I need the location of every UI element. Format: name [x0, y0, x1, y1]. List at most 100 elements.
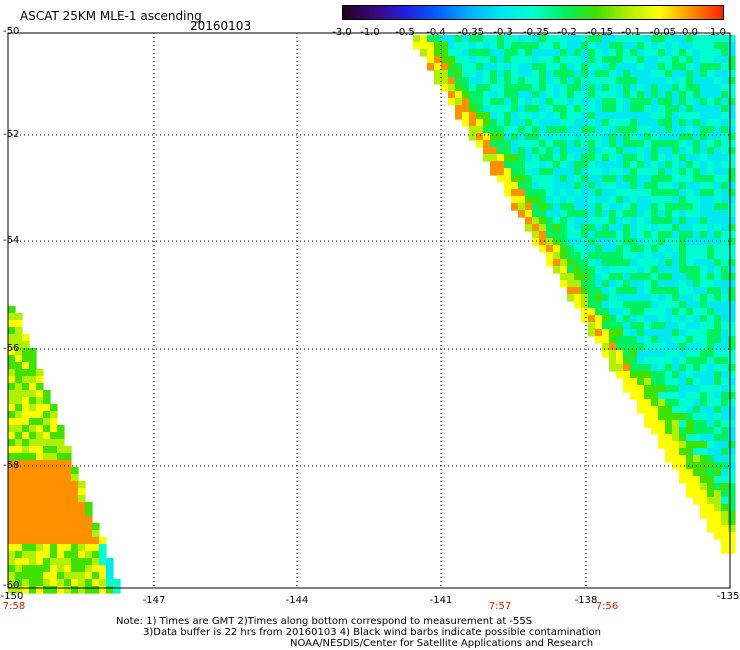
- swath-cell: [693, 441, 701, 449]
- swath-cell: [609, 217, 617, 225]
- swath-cell: [553, 112, 561, 120]
- swath-cell: [679, 294, 687, 302]
- swath-cell: [630, 203, 638, 211]
- swath-cell: [539, 196, 547, 204]
- swath-cell: [700, 322, 708, 330]
- swath-cell: [71, 495, 79, 503]
- swath-cell: [623, 238, 631, 246]
- swath-cell: [728, 490, 736, 498]
- swath-cell: [658, 70, 666, 78]
- swath-cell: [637, 273, 645, 281]
- swath-cell: [623, 266, 631, 274]
- swath-cell: [525, 56, 533, 64]
- swath-cell: [609, 273, 617, 281]
- swath-cell: [476, 84, 484, 92]
- swath-cell: [483, 98, 491, 106]
- swath-cell: [679, 70, 687, 78]
- swath-cell: [29, 397, 37, 405]
- swath-cell: [700, 70, 708, 78]
- swath-cell: [630, 308, 638, 316]
- swath-cell: [679, 343, 687, 351]
- swath-cell: [721, 308, 729, 316]
- swath-cell: [707, 434, 715, 442]
- swath-cell: [553, 133, 561, 141]
- swath-cell: [693, 175, 701, 183]
- swath-cell: [15, 348, 23, 356]
- swath-cell: [602, 147, 610, 155]
- swath-cell: [665, 42, 673, 50]
- swath-cell: [588, 175, 596, 183]
- lon-label: -147: [142, 595, 166, 606]
- swath-cell: [658, 245, 666, 253]
- swath-cell: [693, 371, 701, 379]
- swath-cell: [637, 364, 645, 372]
- swath-cell: [658, 357, 666, 365]
- swath-cell: [728, 147, 736, 155]
- swath-cell: [672, 287, 680, 295]
- swath-cell: [532, 168, 540, 176]
- swath-cell: [588, 238, 596, 246]
- swath-cell: [658, 266, 666, 274]
- swath-cell: [595, 210, 603, 218]
- swath-cell: [567, 224, 575, 232]
- swath-cell: [490, 91, 498, 99]
- swath-cell: [36, 579, 44, 587]
- swath-cell: [525, 63, 533, 71]
- swath-cell: [721, 469, 729, 477]
- swath-cell: [36, 411, 44, 419]
- swath-cell: [616, 287, 624, 295]
- swath-cell: [532, 175, 540, 183]
- swath-cell: [22, 425, 30, 433]
- swath-cell: [78, 509, 86, 517]
- swath-cell: [15, 579, 23, 587]
- swath-cell: [714, 140, 722, 148]
- swath-cell: [728, 364, 736, 372]
- swath-cell: [728, 343, 736, 351]
- swath-cell: [665, 175, 673, 183]
- swath-cell: [15, 411, 23, 419]
- swath-cell: [29, 502, 37, 510]
- swath-cell: [700, 357, 708, 365]
- swath-cell: [609, 126, 617, 134]
- swath-cell: [546, 133, 554, 141]
- swath-cell: [658, 84, 666, 92]
- swath-cell: [672, 210, 680, 218]
- swath-cell: [616, 224, 624, 232]
- swath-cell: [693, 343, 701, 351]
- swath-cell: [497, 126, 505, 134]
- swath-cell: [616, 294, 624, 302]
- swath-cell: [665, 112, 673, 120]
- swath-cell: [609, 315, 617, 323]
- swath-cell: [686, 245, 694, 253]
- swath-cell: [36, 516, 44, 524]
- swath-cell: [434, 70, 442, 78]
- swath-cell: [707, 469, 715, 477]
- swath-cell: [721, 497, 729, 505]
- swath-cell: [721, 511, 729, 519]
- swath-cell: [43, 439, 51, 447]
- swath-cell: [630, 70, 638, 78]
- swath-cell: [728, 189, 736, 197]
- swath-cell: [630, 189, 638, 197]
- swath-cell: [50, 579, 58, 587]
- swath-cell: [700, 217, 708, 225]
- swath-cell: [588, 287, 596, 295]
- time-label: 7:56: [595, 601, 619, 612]
- swath-cell: [8, 544, 16, 552]
- swath-cell: [686, 462, 694, 470]
- swath-cell: [581, 238, 589, 246]
- swath-cell: [630, 56, 638, 64]
- swath-cell: [497, 70, 505, 78]
- swath-cell: [651, 210, 659, 218]
- swath-cells: [8, 35, 736, 594]
- swath-cell: [36, 509, 44, 517]
- swath-cell: [686, 301, 694, 309]
- swath-cell: [693, 154, 701, 162]
- swath-cell: [15, 383, 23, 391]
- swath-cell: [427, 49, 435, 57]
- swath-cell: [651, 238, 659, 246]
- swath-cell: [553, 196, 561, 204]
- swath-cell: [511, 119, 519, 127]
- swath-cell: [623, 133, 631, 141]
- swath-cell: [721, 231, 729, 239]
